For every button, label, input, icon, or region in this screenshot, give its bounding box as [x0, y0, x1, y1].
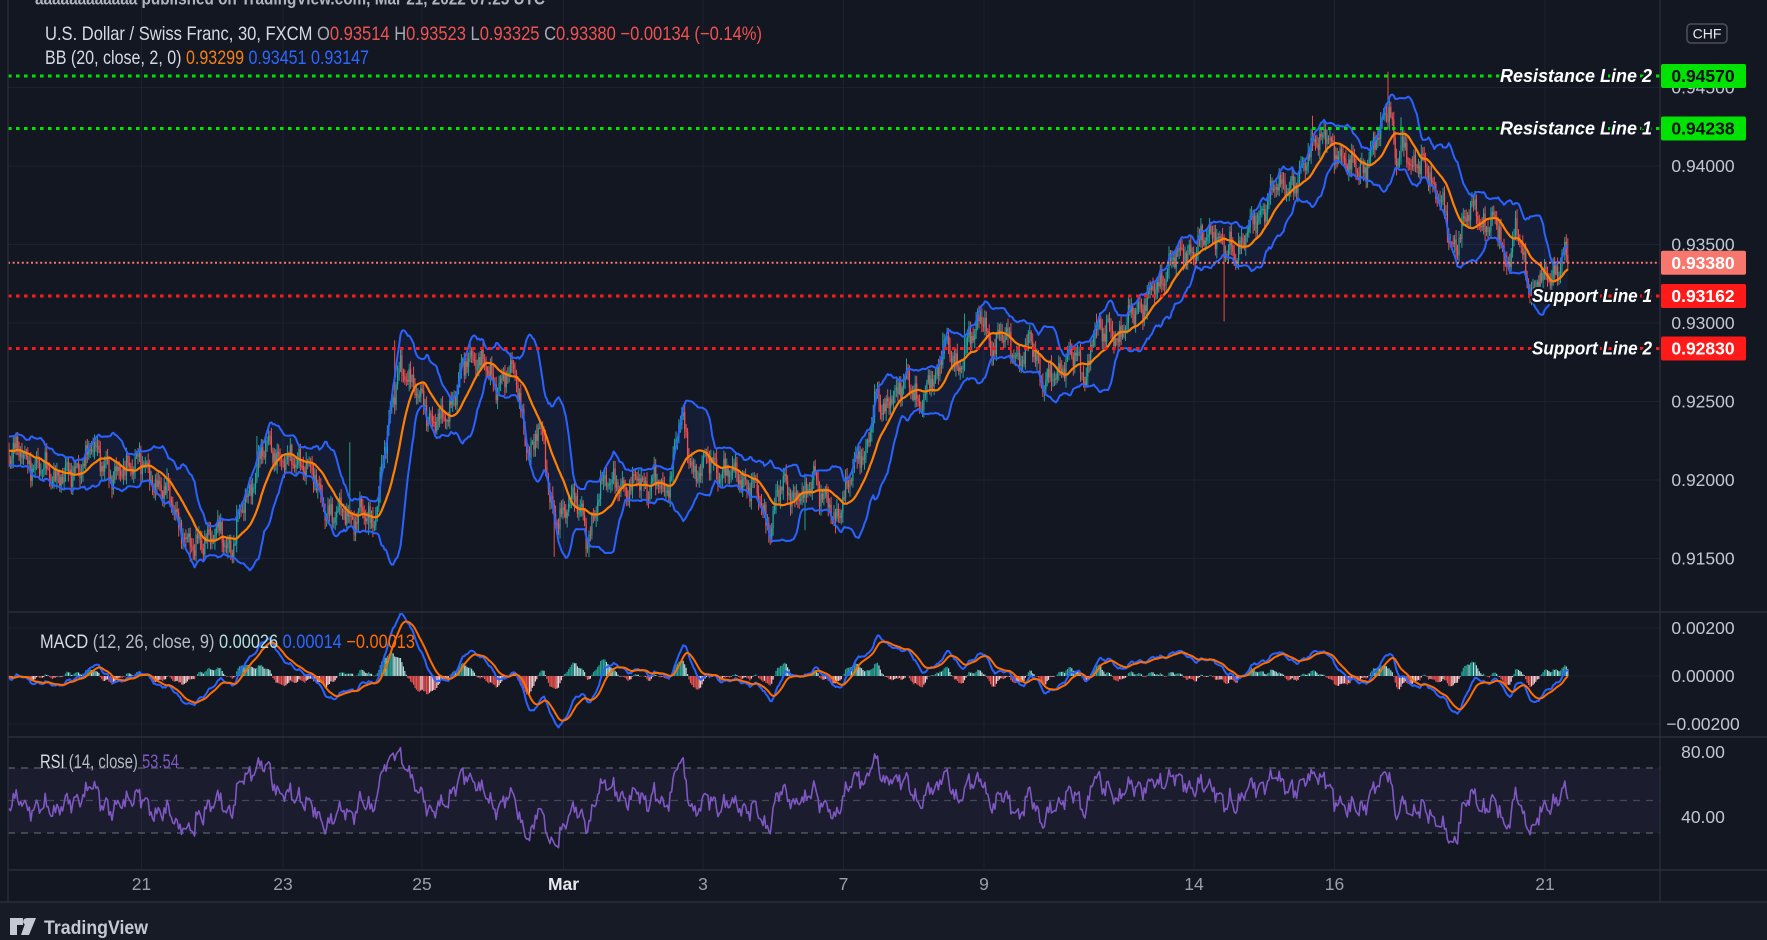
svg-text:0.94238: 0.94238 — [1671, 119, 1735, 139]
svg-text:0.93162: 0.93162 — [1671, 286, 1735, 306]
svg-text:0.94570: 0.94570 — [1671, 66, 1735, 86]
svg-text:25: 25 — [412, 874, 431, 894]
svg-text:Support Line 2: Support Line 2 — [1532, 338, 1653, 359]
svg-text:aaaaaaaaaaaa published on Trad: aaaaaaaaaaaa published on TradingView.co… — [35, 0, 545, 9]
svg-text:21: 21 — [1535, 874, 1554, 894]
svg-text:RSI (14, close) 53.54: RSI (14, close) 53.54 — [40, 751, 179, 773]
svg-text:MACD (12, 26, close, 9) 0.0002: MACD (12, 26, close, 9) 0.00026 0.00014 … — [40, 631, 415, 653]
svg-text:0.93500: 0.93500 — [1671, 235, 1735, 255]
svg-text:Support Line 1: Support Line 1 — [1532, 285, 1652, 306]
svg-text:TradingView: TradingView — [44, 917, 149, 939]
svg-text:16: 16 — [1325, 874, 1344, 894]
svg-text:7: 7 — [839, 874, 849, 894]
svg-text:9: 9 — [979, 874, 989, 894]
svg-text:0.00000: 0.00000 — [1671, 666, 1735, 686]
svg-text:−0.00200: −0.00200 — [1666, 714, 1740, 734]
svg-text:Resistance Line 2: Resistance Line 2 — [1500, 65, 1653, 86]
svg-text:40.00: 40.00 — [1681, 807, 1725, 827]
svg-text:Mar: Mar — [548, 874, 579, 894]
svg-text:U.S. Dollar / Swiss Franc, 30,: U.S. Dollar / Swiss Franc, 30, FXCM O0.9… — [45, 23, 762, 45]
svg-text:CHF: CHF — [1693, 26, 1722, 42]
svg-text:21: 21 — [132, 874, 151, 894]
svg-text:80.00: 80.00 — [1681, 742, 1725, 762]
svg-text:0.94000: 0.94000 — [1671, 156, 1735, 176]
svg-text:0.91500: 0.91500 — [1671, 549, 1735, 569]
svg-text:23: 23 — [273, 874, 292, 894]
svg-text:0.00200: 0.00200 — [1671, 618, 1735, 638]
svg-text:0.92000: 0.92000 — [1671, 470, 1735, 490]
svg-text:0.92830: 0.92830 — [1671, 339, 1735, 359]
svg-text:0.93000: 0.93000 — [1671, 313, 1735, 333]
svg-text:Resistance Line 1: Resistance Line 1 — [1500, 118, 1652, 139]
svg-text:14: 14 — [1184, 874, 1204, 894]
svg-text:0.92500: 0.92500 — [1671, 392, 1735, 412]
svg-text:0.93380: 0.93380 — [1671, 253, 1735, 273]
svg-text:3: 3 — [698, 874, 708, 894]
svg-text:BB (20, close, 2, 0) 0.93299 0: BB (20, close, 2, 0) 0.93299 0.93451 0.9… — [45, 47, 369, 69]
